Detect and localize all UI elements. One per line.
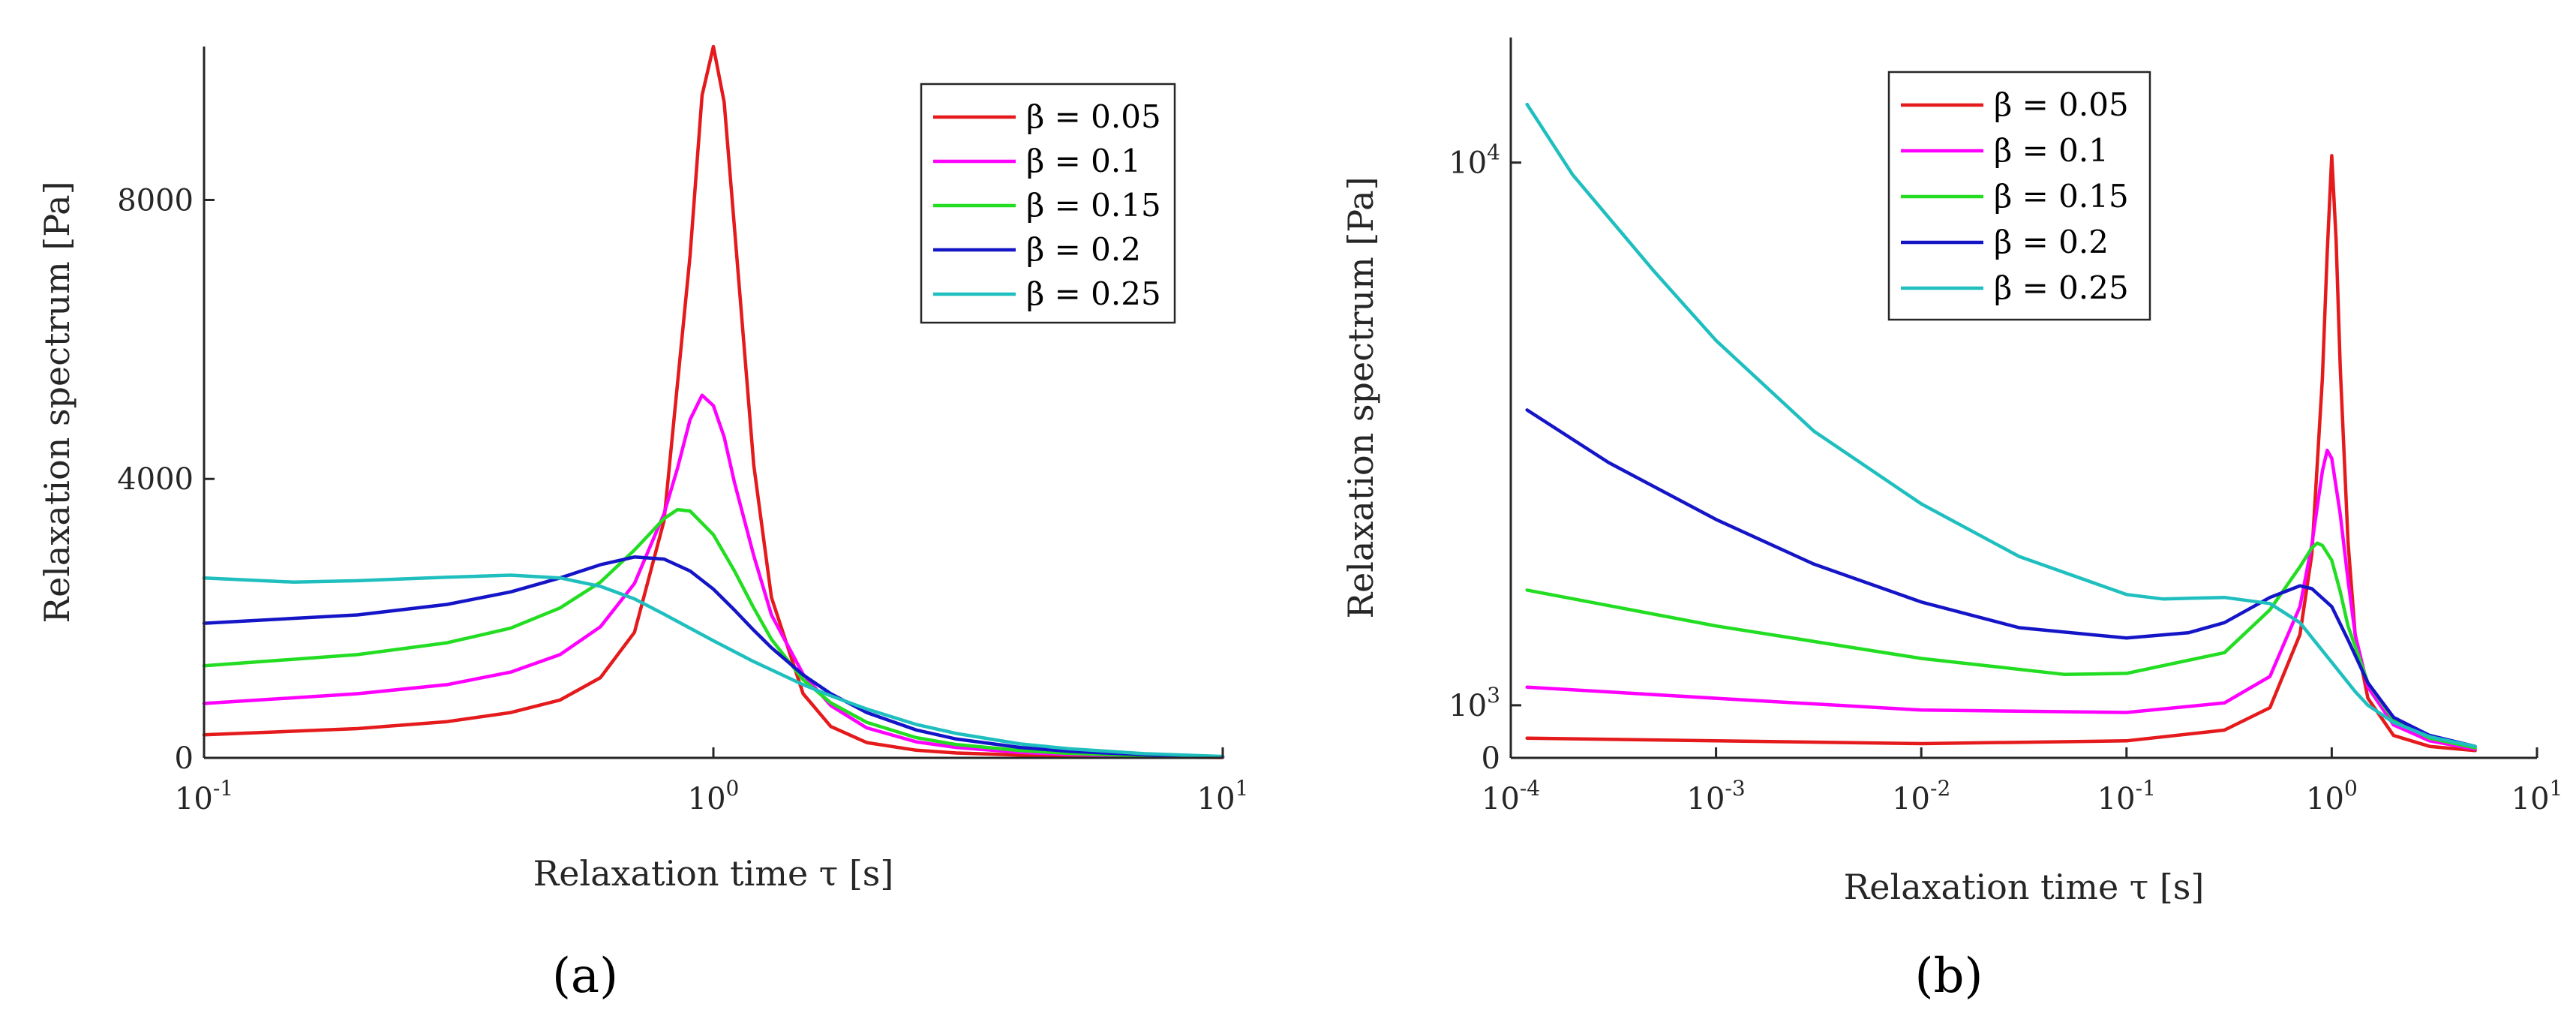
- chart-b-x-ticks: 10-4 10-3 10-2 10-1 100 101: [1482, 747, 2562, 816]
- chart-b-y-tick-label: 103: [1449, 683, 1500, 723]
- chart-b-y-tick-label: 0: [1482, 741, 1500, 776]
- chart-b-xlabel: Relaxation time τ [s]: [1844, 867, 2205, 907]
- chart-a-legend-label-4: β = 0.2: [1026, 231, 1141, 268]
- chart-a-legend-label-3: β = 0.15: [1026, 187, 1161, 224]
- chart-a-legend-label-5: β = 0.25: [1026, 275, 1161, 312]
- chart-a-ylabel: Relaxation spectrum [Pa]: [37, 181, 77, 623]
- chart-b-series-line-3: [1525, 541, 2477, 750]
- chart-b-x-tick-label: 100: [2306, 776, 2358, 816]
- chart-a-series-line-5: [202, 573, 1225, 759]
- chart-a-series-line-1: [202, 44, 1225, 759]
- chart-b-x-tick-label: 101: [2511, 776, 2563, 816]
- chart-b-legend-box: [1887, 71, 2151, 321]
- chart-b-series-line-4: [1525, 408, 2477, 748]
- chart-b: 0 103 104 10-4 10-3 10-2 10-1 100 101 Relaxatio…: [1341, 38, 2562, 1004]
- chart-a-legend-label-2: β = 0.1: [1026, 143, 1141, 179]
- chart-a-series: [202, 44, 1225, 759]
- chart-b-series: [1525, 102, 2477, 753]
- chart-b-x-tick-label: 10-3: [1687, 776, 1746, 816]
- chart-a-y-ticks: 0 4000 8000: [117, 183, 215, 776]
- chart-a-series-line-2: [202, 393, 1225, 759]
- chart-a-y-tick-label: 0: [175, 741, 194, 776]
- panel-b-label: (b): [1915, 948, 1983, 1004]
- chart-b-legend-label-4: β = 0.2: [1994, 224, 2109, 260]
- panel-a-label: (a): [552, 948, 618, 1004]
- chart-a-xlabel: Relaxation time τ [s]: [533, 853, 894, 894]
- chart-a-x-tick-label: 101: [1197, 776, 1249, 816]
- chart-b-legend-label-1: β = 0.05: [1994, 86, 2129, 123]
- chart-b-legend-label-2: β = 0.1: [1994, 132, 2109, 169]
- chart-b-x-tick-label: 10-2: [1892, 776, 1950, 816]
- chart-b-y-tick-label: 104: [1449, 140, 1500, 181]
- chart-b-legend: β = 0.05 β = 0.1 β = 0.15 β = 0.2 β = 0.25: [1887, 71, 2151, 321]
- chart-a-y-tick-label: 8000: [117, 183, 194, 218]
- chart-b-legend-label-5: β = 0.25: [1994, 269, 2129, 306]
- chart-b-legend-label-3: β = 0.15: [1994, 178, 2129, 215]
- chart-b-series-line-5: [1525, 102, 2477, 748]
- chart-a-y-tick-label: 4000: [117, 462, 194, 497]
- chart-b-x-tick-label: 10-1: [2097, 776, 2156, 816]
- chart-a-series-line-4: [202, 555, 1225, 759]
- chart-a-legend-box: [920, 83, 1176, 324]
- chart-b-y-ticks: 0 103 104: [1449, 140, 1521, 776]
- chart-a-series-line-3: [202, 507, 1225, 759]
- chart-b-series-line-2: [1525, 448, 2477, 751]
- chart-a-legend-label-1: β = 0.05: [1026, 98, 1161, 135]
- chart-a: 0 4000 8000 10-1 100 101 Relaxation time τ […: [37, 44, 1248, 1004]
- chart-a-x-tick-label: 100: [688, 776, 740, 816]
- chart-a-legend: β = 0.05 β = 0.1 β = 0.15 β = 0.2 β = 0.25: [920, 83, 1176, 324]
- chart-a-x-ticks: 10-1 100 101: [175, 747, 1248, 816]
- chart-b-ylabel: Relaxation spectrum [Pa]: [1341, 176, 1381, 618]
- chart-b-x-tick-label: 10-4: [1482, 776, 1540, 816]
- chart-b-series-line-1: [1525, 154, 2477, 753]
- chart-a-x-tick-label: 10-1: [175, 776, 233, 816]
